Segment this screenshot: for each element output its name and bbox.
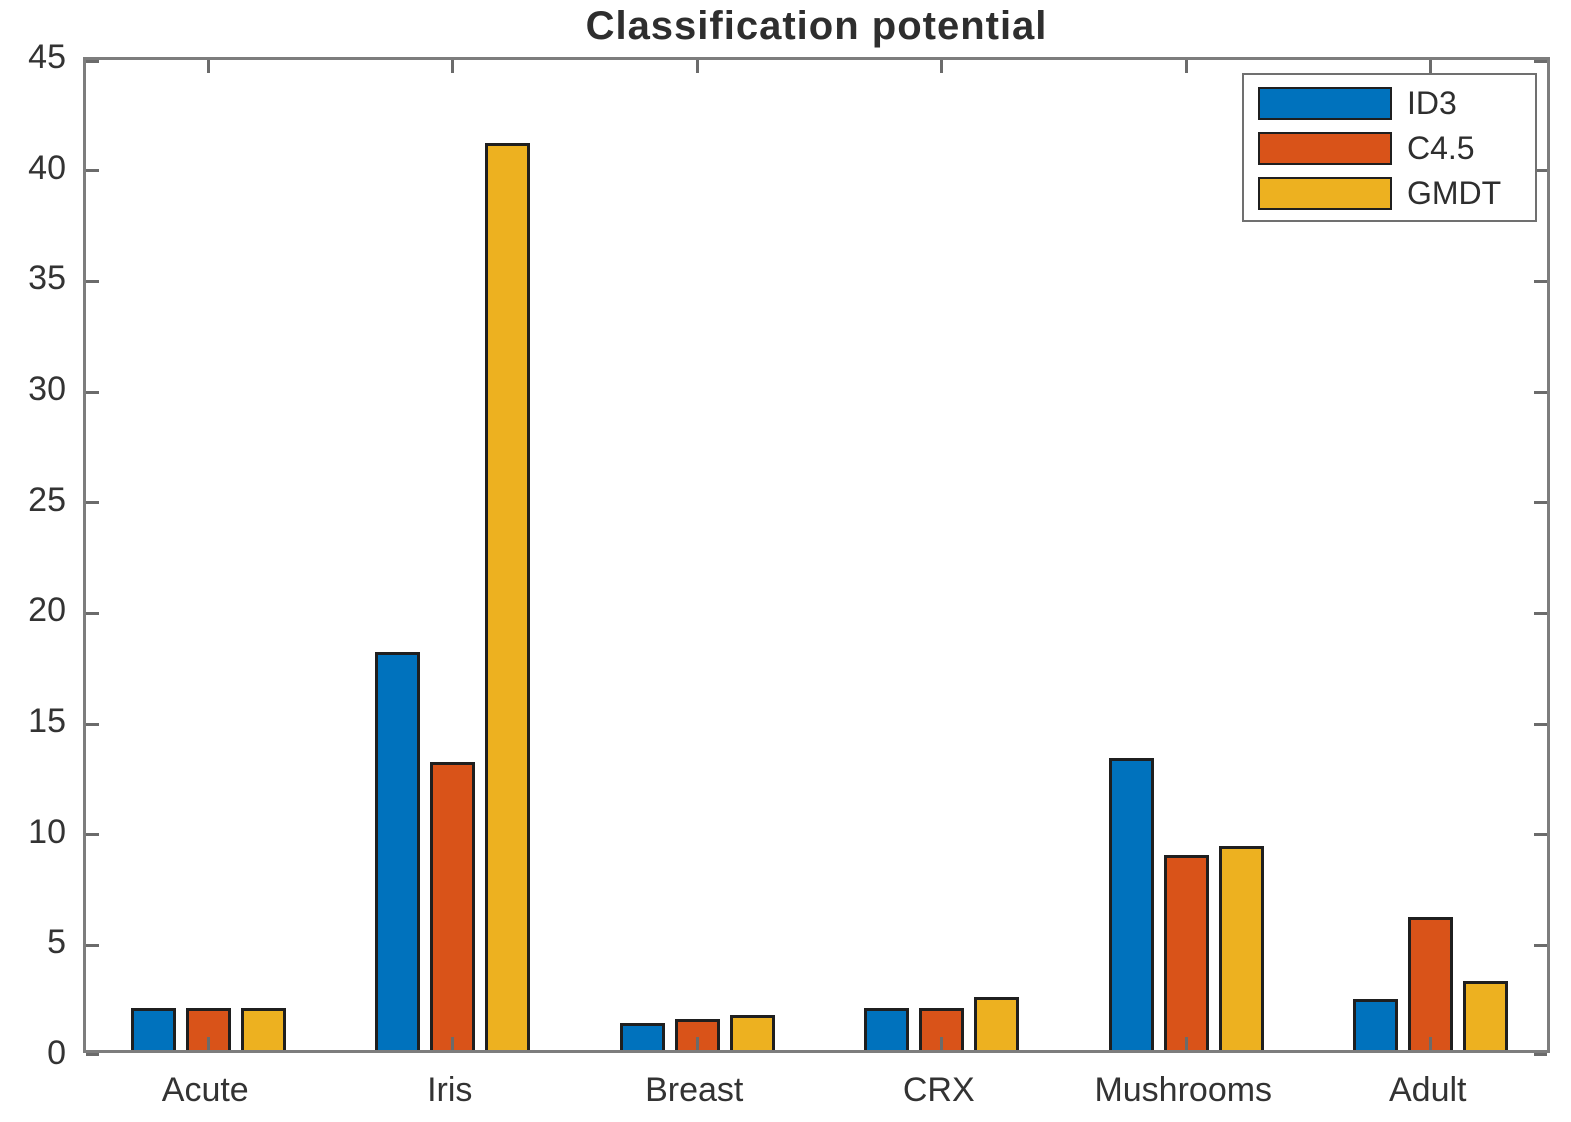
- x-tick: [1184, 1037, 1188, 1050]
- y-tick: [86, 943, 99, 947]
- legend: ID3 C4.5 GMDT: [1242, 73, 1537, 222]
- legend-item-c4-5: C4.5: [1258, 130, 1518, 166]
- plot-area: [83, 57, 1550, 1056]
- bar-id3-crx: [864, 1007, 910, 1050]
- bar-gmdt-breast: [729, 1014, 775, 1050]
- bar-id3-iris: [375, 651, 421, 1050]
- y-tick-right: [1534, 1053, 1547, 1056]
- bar-gmdt-iris: [485, 142, 531, 1050]
- x-tick-label: Mushrooms: [1094, 1071, 1273, 1109]
- x-tick-top: [695, 60, 699, 73]
- legend-label: C4.5: [1407, 130, 1475, 166]
- x-tick: [451, 1037, 455, 1050]
- bar-gmdt-adult: [1463, 981, 1509, 1050]
- y-tick-label: 10: [28, 812, 66, 851]
- x-tick-label: Breast: [645, 1071, 744, 1109]
- y-tick-right: [1534, 943, 1547, 947]
- x-tick: [1429, 1037, 1433, 1050]
- bar-id3-acute: [130, 1007, 176, 1050]
- bar-gmdt-acute: [240, 1007, 286, 1050]
- y-tick-right: [1534, 390, 1547, 394]
- y-tick-right: [1534, 169, 1547, 173]
- y-tick-right: [1534, 279, 1547, 283]
- y-tick-right: [1534, 722, 1547, 726]
- y-tick-right: [1534, 501, 1547, 505]
- y-tick-label: 25: [28, 480, 66, 519]
- y-tick-label: 5: [47, 923, 66, 962]
- y-tick-label: 30: [28, 370, 66, 408]
- legend-label: ID3: [1407, 85, 1457, 121]
- y-tick-label: 20: [28, 591, 66, 630]
- x-tick-label: Acute: [161, 1071, 249, 1109]
- legend-swatch-gmdt: [1258, 177, 1392, 210]
- legend-swatch-id3: [1258, 87, 1392, 120]
- y-tick: [86, 169, 99, 173]
- x-tick-top: [451, 60, 455, 73]
- legend-label: GMDT: [1407, 175, 1502, 211]
- y-tick: [86, 60, 99, 63]
- bar-id3-breast: [619, 1023, 665, 1050]
- y-tick: [86, 390, 99, 394]
- bar-id3-mushrooms: [1108, 757, 1154, 1050]
- bar-id3-adult: [1353, 999, 1399, 1050]
- y-tick-label: 15: [28, 702, 66, 740]
- legend-item-gmdt: GMDT: [1258, 175, 1518, 211]
- bar-c4-5-adult: [1408, 917, 1454, 1050]
- legend-swatch-c4-5: [1258, 132, 1392, 165]
- x-tick-top: [206, 60, 210, 73]
- y-tick: [86, 722, 99, 726]
- y-tick-right: [1534, 833, 1547, 837]
- y-tick: [86, 501, 99, 505]
- y-tick: [86, 833, 99, 837]
- x-tick-top: [1184, 60, 1188, 73]
- y-tick-right: [1534, 611, 1547, 615]
- bar-c4-5-iris: [430, 762, 476, 1050]
- y-tick: [86, 279, 99, 283]
- y-tick: [86, 1053, 99, 1056]
- chart-title: Classification potential: [585, 4, 1048, 48]
- bar-c4-5-mushrooms: [1163, 855, 1209, 1050]
- legend-item-id3: ID3: [1258, 85, 1518, 121]
- y-tick-label: 35: [28, 259, 66, 298]
- x-tick: [695, 1037, 699, 1050]
- y-tick-label: 40: [28, 148, 66, 187]
- bar-gmdt-mushrooms: [1218, 846, 1264, 1050]
- y-tick-label: 45: [28, 38, 66, 76]
- x-tick-label: Adult: [1389, 1071, 1467, 1109]
- bar-gmdt-crx: [974, 996, 1020, 1050]
- y-tick: [86, 611, 99, 615]
- y-tick-right: [1534, 60, 1547, 63]
- y-tick-label: 0: [47, 1034, 66, 1072]
- x-tick-top: [940, 60, 944, 73]
- x-tick: [940, 1037, 944, 1050]
- x-tick-label: Iris: [427, 1071, 473, 1109]
- x-tick: [206, 1037, 210, 1050]
- x-tick-top: [1429, 60, 1433, 73]
- x-tick-label: CRX: [902, 1071, 975, 1109]
